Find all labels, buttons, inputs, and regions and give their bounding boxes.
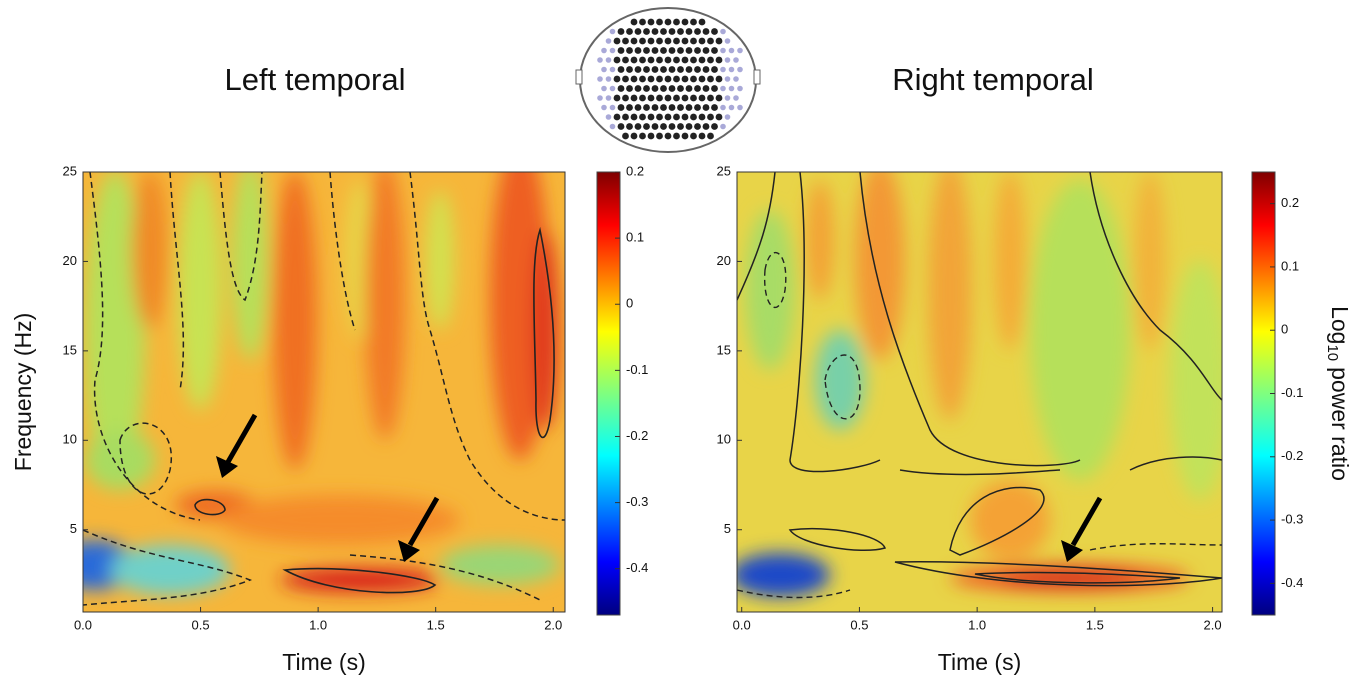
plot-frame bbox=[82, 171, 566, 613]
x-tick-label: 2.0 bbox=[544, 617, 562, 632]
colorbar bbox=[596, 171, 621, 616]
y-tick-label: 25 bbox=[717, 163, 731, 178]
x-tick-label: 0.5 bbox=[192, 617, 210, 632]
x-axis-label: Time (s) bbox=[938, 649, 1021, 675]
colorbar-tick-label: -0.4 bbox=[626, 560, 648, 575]
y-axis-label: Frequency (Hz) bbox=[10, 313, 36, 471]
x-tick-label: 0.0 bbox=[733, 617, 751, 632]
plot-frame bbox=[736, 171, 1223, 613]
x-axis-label: Time (s) bbox=[282, 649, 365, 675]
colorbar-tick-label: 0 bbox=[1281, 322, 1288, 337]
colorbar-tick-label: -0.2 bbox=[1281, 448, 1303, 463]
x-tick-label: 1.5 bbox=[427, 617, 445, 632]
y-tick-label: 10 bbox=[717, 432, 731, 447]
x-tick-label: 0.0 bbox=[74, 617, 92, 632]
colorbar-tick-label: 0 bbox=[626, 296, 633, 311]
chart-title: Right temporal bbox=[892, 62, 1094, 97]
colorbar-tick-label: -0.1 bbox=[626, 362, 648, 377]
y-tick-label: 20 bbox=[717, 253, 731, 268]
x-tick-label: 1.0 bbox=[309, 617, 327, 632]
colorbar-label-subscript: 10 bbox=[1324, 344, 1341, 361]
colorbar-label-main: Log bbox=[1327, 306, 1353, 344]
y-tick-label: 15 bbox=[63, 342, 77, 357]
colorbar-tick-label: 0.2 bbox=[626, 163, 644, 178]
head-diagram bbox=[575, 7, 761, 153]
x-tick-label: 2.0 bbox=[1204, 617, 1222, 632]
colorbar-tick-label: -0.3 bbox=[626, 494, 648, 509]
colorbar-tick-label: 0.2 bbox=[1281, 195, 1299, 210]
heatmap-image bbox=[83, 172, 565, 612]
x-tick-label: 1.5 bbox=[1086, 617, 1104, 632]
colorbar-label-suffix: power ratio bbox=[1327, 367, 1353, 481]
colorbar-tick-label: 0.1 bbox=[1281, 258, 1299, 273]
x-tick-label: 1.0 bbox=[968, 617, 986, 632]
colorbar-tick-label: 0.1 bbox=[626, 230, 644, 245]
y-tick-label: 15 bbox=[717, 342, 731, 357]
y-tick-label: 25 bbox=[63, 163, 77, 178]
arrows bbox=[216, 413, 1103, 562]
chart-title: Left temporal bbox=[225, 62, 406, 97]
colorbar-tick-label: -0.4 bbox=[1281, 575, 1303, 590]
y-tick-label: 10 bbox=[63, 432, 77, 447]
colorbar-tick-label: -0.3 bbox=[1281, 512, 1303, 527]
colorbar-tick-label: -0.1 bbox=[1281, 385, 1303, 400]
colorbar-label: Log10 power ratio bbox=[1324, 306, 1353, 481]
x-tick-label: 0.5 bbox=[850, 617, 868, 632]
y-tick-label: 20 bbox=[63, 253, 77, 268]
y-tick-label: 5 bbox=[724, 521, 731, 536]
y-tick-label: 5 bbox=[70, 521, 77, 536]
heatmap-image bbox=[737, 172, 1222, 612]
colorbar-tick-label: -0.2 bbox=[626, 428, 648, 443]
